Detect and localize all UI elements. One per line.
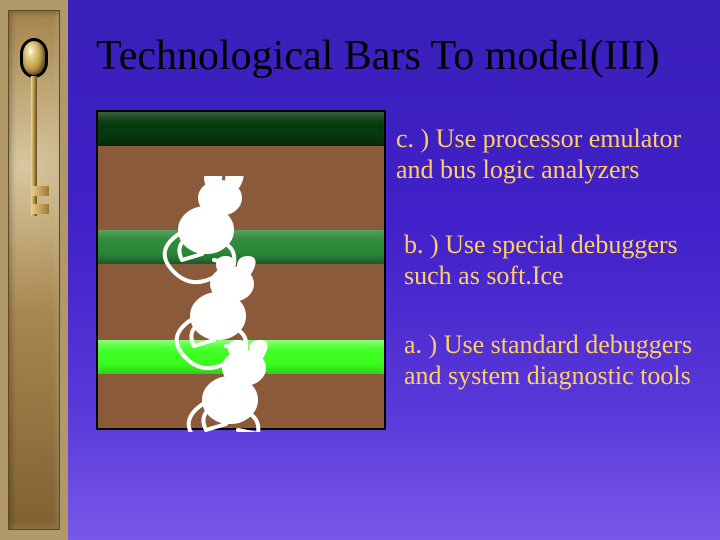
caption-c: c. ) Use processor emulator and bus logi…: [396, 124, 706, 185]
caption-b: b. ) Use special debuggers such as soft.…: [404, 230, 714, 291]
bar-level-c: [98, 112, 384, 146]
bar-level-a: [98, 340, 384, 374]
bar-level-b: [98, 230, 384, 264]
texture-sidebar: [0, 0, 68, 540]
page-title: Technological Bars To model(III): [96, 32, 660, 80]
old-key-icon: [20, 38, 48, 238]
caption-a: a. ) Use standard debuggers and system d…: [404, 330, 714, 391]
bars-panel: [96, 110, 386, 430]
